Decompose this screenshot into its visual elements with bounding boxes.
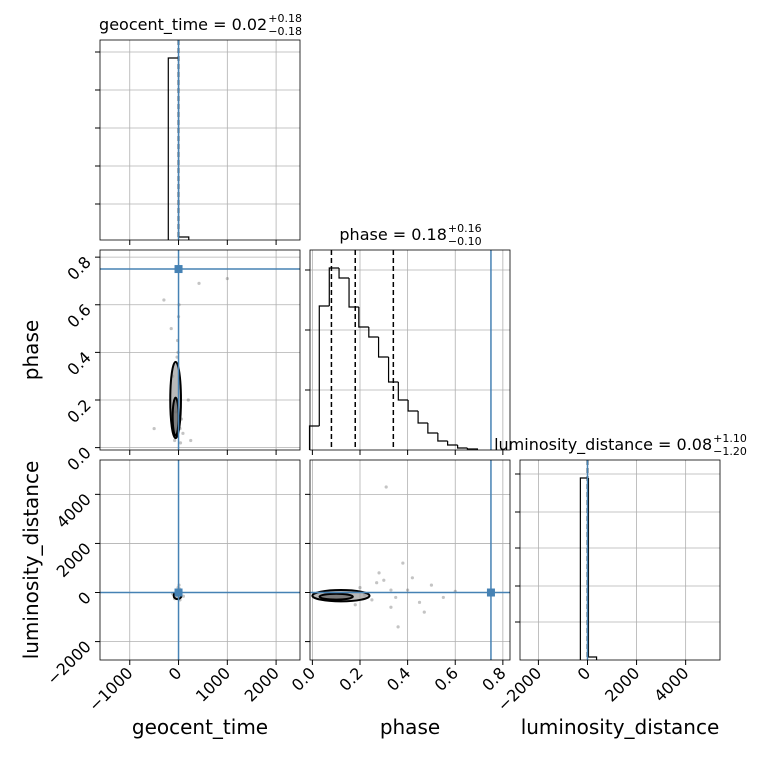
sample-point [406,588,410,592]
histogram-step [437,433,448,442]
x-tick-label: 0.0 [288,663,319,694]
title-upper: +0.18 [268,12,302,25]
y-tick-label: 0 [74,588,95,609]
histogram-step [427,423,438,434]
sample-point [358,586,362,590]
y-tick-label: −2000 [43,637,95,689]
title-lower: −0.18 [268,25,302,38]
histogram-step [417,411,428,424]
x-tick-label: 1000 [192,663,234,705]
histogram-step [348,278,359,308]
histogram-step [387,357,399,383]
x-axis-label: phase [380,715,440,739]
sample-point [178,441,183,445]
histogram-step [318,305,330,426]
sample-point [417,600,422,604]
histogram-step [167,57,179,240]
x-tick-label: 0.6 [431,663,462,694]
histogram-step [338,268,350,279]
sample-point [401,561,405,565]
panel-frame [309,459,511,661]
y-tick-label: 2000 [53,539,95,581]
x-axis-label: geocent_time [132,715,268,739]
truth-marker [174,588,183,597]
histogram-step [368,327,379,338]
sample-point [197,281,201,285]
title-upper: +0.16 [448,222,482,235]
histogram-step [377,337,389,358]
x-tick-label: 4000 [650,663,692,705]
y-tick-label: 0.0 [63,443,94,474]
y-axis-label: luminosity_distance [19,461,43,660]
histogram-step [308,425,320,450]
panel-title: luminosity_distance = 0.08 [494,435,712,455]
sample-point [396,625,400,629]
panel-title: phase = 0.18 [339,225,446,244]
histogram-step [397,382,409,401]
x-axis-label: luminosity_distance [521,715,720,739]
panel-frame [519,459,721,661]
histogram-step [447,441,458,446]
sample-point [441,595,445,600]
histogram-step [579,477,589,660]
histogram-step [328,267,340,306]
title-lower: −0.10 [448,235,482,248]
sample-point [162,298,166,302]
sample-point [181,431,185,435]
sample-point [186,398,190,402]
x-tick-label: 2000 [601,663,643,705]
sample-point [384,485,388,489]
sample-point [429,583,434,587]
sample-point [353,603,357,607]
histogram-step [407,400,419,412]
histogram-step [358,307,369,328]
sample-point [422,610,426,614]
panel-frame [309,249,511,451]
sample-point [394,595,398,600]
y-tick-label: 4000 [53,490,95,532]
contour [171,396,180,437]
panel-frame [99,39,301,241]
histogram-step [466,448,478,450]
sample-point [370,598,374,602]
sample-point [189,438,193,443]
panel-frame [99,459,301,661]
panel-frame [99,249,301,451]
sample-point [173,438,177,443]
contour [318,592,354,601]
sample-point [389,588,393,592]
x-tick-label: 2000 [241,663,283,705]
sample-point [181,594,186,598]
y-axis-label: phase [19,320,43,380]
x-tick-label: 0 [574,663,595,684]
histogram-step [177,58,190,240]
x-tick-label: 0.4 [383,663,414,694]
sample-point [169,326,173,331]
truth-marker [174,265,183,274]
sample-point [410,576,414,580]
y-tick-label: 0.4 [63,348,94,379]
sample-point [225,276,229,281]
sample-point [389,605,393,609]
y-tick-label: 0.2 [63,395,94,426]
sample-point [152,426,156,431]
title-upper: +1.10 [713,432,747,445]
title-lower: −1.20 [713,445,747,458]
histogram-step [457,445,468,449]
y-tick-label: 0.8 [63,253,94,284]
histogram-step [587,478,598,660]
sample-point [375,581,379,585]
truth-marker [486,588,495,597]
x-tick-label: 0.2 [335,663,366,694]
x-tick-label: 0 [165,663,186,684]
x-tick-label: −1000 [85,663,137,715]
panel-title: geocent_time = 0.02 [99,15,267,35]
y-tick-label: 0.6 [63,300,94,331]
sample-point [382,578,386,582]
sample-point [377,571,381,575]
